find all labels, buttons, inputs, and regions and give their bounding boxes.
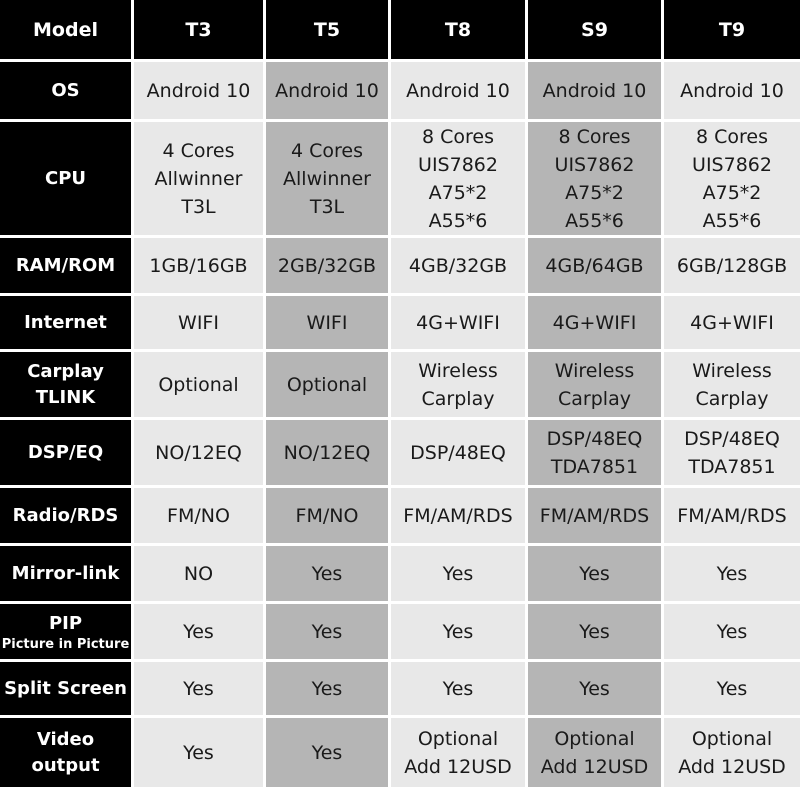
header-cell: Model (0, 0, 131, 59)
table-cell: 4 Cores Allwinner T3L (134, 122, 263, 235)
table-cell: FM/AM/RDS (664, 488, 800, 543)
table-cell: NO/12EQ (266, 420, 388, 485)
table-cell: FM/NO (134, 488, 263, 543)
table-cell: Yes (528, 662, 661, 715)
table-cell: 4G+WIFI (664, 296, 800, 349)
table-cell: FM/AM/RDS (391, 488, 525, 543)
row-label: RAM/ROM (0, 238, 131, 293)
table-cell: Android 10 (134, 62, 263, 119)
table-cell: DSP/48EQ TDA7851 (664, 420, 800, 485)
table-cell: Yes (664, 604, 800, 659)
row-label-text: DSP/EQ (27, 441, 104, 463)
table-cell: FM/AM/RDS (528, 488, 661, 543)
table-cell: 8 Cores UIS7862 A75*2 A55*6 (391, 122, 525, 235)
table-cell: DSP/48EQ (391, 420, 525, 485)
row-label-text: Split Screen (4, 677, 127, 699)
header-cell: T8 (391, 0, 525, 59)
table-cell: Yes (134, 662, 263, 715)
row-label: CPU (0, 122, 131, 235)
row-label-text: OS (51, 79, 80, 101)
table-cell: Wireless Carplay (528, 352, 661, 417)
table-cell: NO/12EQ (134, 420, 263, 485)
table-cell: Android 10 (664, 62, 800, 119)
row-label: DSP/EQ (0, 420, 131, 485)
table-cell: Yes (391, 604, 525, 659)
table-cell: 4G+WIFI (528, 296, 661, 349)
table-cell: Yes (391, 546, 525, 601)
table-cell: 2GB/32GB (266, 238, 388, 293)
row-label: Video output (0, 718, 131, 787)
table-cell: Yes (266, 546, 388, 601)
header-cell: T3 (134, 0, 263, 59)
table-cell: Yes (134, 718, 263, 787)
table-cell: 8 Cores UIS7862 A75*2 A55*6 (664, 122, 800, 235)
row-label-text: Mirror-link (11, 562, 120, 584)
row-label: Internet (0, 296, 131, 349)
table-cell: Yes (528, 546, 661, 601)
table-cell: Yes (266, 604, 388, 659)
table-cell: Optional Add 12USD (391, 718, 525, 787)
row-label: Carplay TLINK (0, 352, 131, 417)
table-cell: Android 10 (391, 62, 525, 119)
table-cell: Yes (664, 662, 800, 715)
table-cell: 4GB/32GB (391, 238, 525, 293)
table-cell: 4G+WIFI (391, 296, 525, 349)
row-label: PIP Picture in Picture (0, 604, 131, 659)
row-label-text: RAM/ROM (15, 254, 116, 276)
table-cell: NO (134, 546, 263, 601)
table-cell: Yes (528, 604, 661, 659)
table-cell: 1GB/16GB (134, 238, 263, 293)
table-cell: Yes (266, 718, 388, 787)
header-cell: S9 (528, 0, 661, 59)
table-cell: 6GB/128GB (664, 238, 800, 293)
row-label-text: CPU (44, 167, 87, 189)
row-label: Radio/RDS (0, 488, 131, 543)
table-cell: 4 Cores Allwinner T3L (266, 122, 388, 235)
table-cell: FM/NO (266, 488, 388, 543)
table-cell: WIFI (134, 296, 263, 349)
row-label-text: Video output (31, 728, 100, 776)
header-cell: T9 (664, 0, 800, 59)
table-cell: Optional (266, 352, 388, 417)
table-cell: Android 10 (266, 62, 388, 119)
row-label-text: Radio/RDS (12, 504, 119, 526)
table-cell: Yes (391, 662, 525, 715)
table-cell: Yes (266, 662, 388, 715)
table-cell: 4GB/64GB (528, 238, 661, 293)
row-label: Mirror-link (0, 546, 131, 601)
table-cell: Android 10 (528, 62, 661, 119)
row-label: OS (0, 62, 131, 119)
row-label-text: Carplay TLINK (27, 360, 104, 408)
table-cell: WIFI (266, 296, 388, 349)
table-cell: DSP/48EQ TDA7851 (528, 420, 661, 485)
table-cell: 8 Cores UIS7862 A75*2 A55*6 (528, 122, 661, 235)
table-cell: Optional Add 12USD (664, 718, 800, 787)
row-label-text: PIP (48, 612, 83, 634)
header-cell: T5 (266, 0, 388, 59)
row-label-text: Internet (24, 311, 107, 333)
row-sublabel: Picture in Picture (1, 636, 130, 652)
table-cell: Optional (134, 352, 263, 417)
table-cell: Yes (664, 546, 800, 601)
table-cell: Wireless Carplay (664, 352, 800, 417)
table-cell: Optional Add 12USD (528, 718, 661, 787)
table-cell: Wireless Carplay (391, 352, 525, 417)
table-cell: Yes (134, 604, 263, 659)
row-label: Split Screen (0, 662, 131, 715)
